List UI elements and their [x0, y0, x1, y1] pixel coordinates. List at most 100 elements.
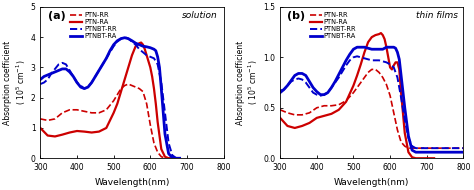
- PTNBT-RR: [387, 63, 393, 66]
- PTNBT-RR: [409, 145, 415, 147]
- PTNBT-RR: [394, 76, 400, 79]
- PTN-RR: [45, 119, 51, 122]
- PTN-RR: [111, 100, 117, 102]
- PTNBT-RA: [358, 46, 364, 48]
- PTN-RA: [133, 45, 138, 47]
- PTNBT-RR: [362, 57, 367, 59]
- PTN-RA: [114, 103, 120, 105]
- PTNBT-RR: [74, 81, 80, 84]
- PTN-RR: [166, 157, 172, 159]
- PTNBT-RA: [37, 78, 43, 81]
- PTN-RR: [299, 114, 305, 116]
- Text: (a): (a): [48, 11, 65, 21]
- PTNBT-RR: [155, 63, 161, 66]
- PTNBT-RA: [281, 89, 287, 91]
- PTNBT-RR: [369, 59, 374, 62]
- PTNBT-RA: [354, 46, 360, 48]
- PTNBT-RA: [296, 72, 301, 75]
- PTN-RA: [144, 54, 149, 56]
- PTNBT-RA: [137, 44, 142, 46]
- PTN-RR: [343, 100, 349, 102]
- PTN-RR: [409, 147, 415, 149]
- PTN-RR: [369, 68, 374, 70]
- PTN-RR: [394, 129, 400, 131]
- PTNBT-RA: [162, 133, 168, 135]
- PTNBT-RR: [398, 97, 404, 99]
- PTN-RR: [140, 90, 146, 93]
- Line: PTN-RA: PTN-RA: [280, 33, 434, 158]
- PTNBT-RR: [413, 147, 419, 149]
- PTNBT-RR: [307, 86, 312, 89]
- PTN-RR: [129, 84, 135, 87]
- PTNBT-RA: [303, 74, 309, 77]
- PTNBT-RR: [137, 48, 142, 50]
- Line: PTN-RA: PTN-RA: [40, 43, 173, 158]
- PTNBT-RR: [126, 37, 131, 40]
- PTNBT-RA: [71, 75, 76, 78]
- PTNBT-RR: [284, 84, 290, 87]
- PTNBT-RR: [373, 59, 378, 62]
- PTN-RR: [155, 151, 161, 153]
- PTN-RA: [365, 41, 371, 43]
- PTN-RA: [354, 74, 360, 77]
- X-axis label: Wavelength(nm): Wavelength(nm): [94, 178, 170, 187]
- PTNBT-RR: [339, 70, 345, 73]
- PTNBT-RA: [402, 107, 408, 109]
- PTN-RA: [89, 131, 94, 134]
- PTNBT-RR: [332, 81, 338, 84]
- PTNBT-RA: [45, 74, 51, 76]
- PTN-RA: [82, 131, 87, 133]
- PTN-RR: [82, 110, 87, 112]
- PTN-RA: [299, 125, 305, 127]
- PTN-RA: [391, 64, 397, 66]
- PTN-RR: [358, 81, 364, 84]
- PTN-RA: [146, 60, 151, 63]
- PTNBT-RA: [343, 59, 349, 62]
- X-axis label: Wavelength(nm): Wavelength(nm): [334, 178, 410, 187]
- PTNBT-RA: [424, 151, 429, 153]
- PTN-RR: [162, 157, 168, 159]
- PTN-RA: [369, 36, 374, 38]
- PTNBT-RR: [453, 147, 459, 149]
- PTN-RA: [409, 156, 415, 158]
- Text: thin films: thin films: [416, 11, 458, 20]
- PTN-RA: [111, 112, 117, 114]
- PTN-RR: [144, 103, 149, 105]
- PTN-RA: [376, 33, 382, 35]
- PTNBT-RA: [129, 40, 135, 42]
- PTN-RR: [59, 112, 65, 114]
- PTN-RA: [417, 157, 422, 159]
- PTN-RR: [424, 147, 429, 149]
- PTN-RA: [277, 117, 283, 119]
- PTN-RA: [166, 157, 172, 159]
- Text: solution: solution: [182, 11, 218, 20]
- PTN-RR: [413, 147, 419, 149]
- PTNBT-RR: [37, 83, 43, 85]
- PTNBT-RA: [118, 37, 124, 40]
- PTN-RA: [52, 135, 58, 138]
- PTNBT-RA: [373, 48, 378, 50]
- PTNBT-RA: [413, 151, 419, 153]
- PTNBT-RA: [140, 45, 146, 47]
- PTN-RA: [393, 61, 399, 63]
- PTN-RR: [170, 157, 175, 159]
- PTNBT-RA: [85, 86, 91, 88]
- PTN-RA: [153, 103, 159, 105]
- PTN-RA: [140, 44, 146, 46]
- Line: PTNBT-RR: PTNBT-RR: [40, 37, 180, 158]
- PTNBT-RR: [277, 89, 283, 92]
- PTNBT-RA: [173, 157, 179, 159]
- Y-axis label: Absorption coefficient
( $10^5$ cm$^{-1}$): Absorption coefficient ( $10^5$ cm$^{-1}…: [236, 40, 260, 125]
- PTNBT-RA: [288, 79, 294, 82]
- PTN-RR: [391, 112, 397, 114]
- PTNBT-RA: [59, 68, 65, 70]
- PTN-RA: [396, 68, 402, 70]
- PTNBT-RA: [52, 71, 58, 73]
- PTN-RR: [89, 112, 94, 114]
- PTNBT-RA: [156, 66, 162, 69]
- PTN-RA: [74, 130, 80, 132]
- PTN-RR: [365, 71, 371, 74]
- PTN-RR: [446, 147, 452, 149]
- PTN-RR: [292, 114, 298, 116]
- PTNBT-RR: [67, 69, 73, 72]
